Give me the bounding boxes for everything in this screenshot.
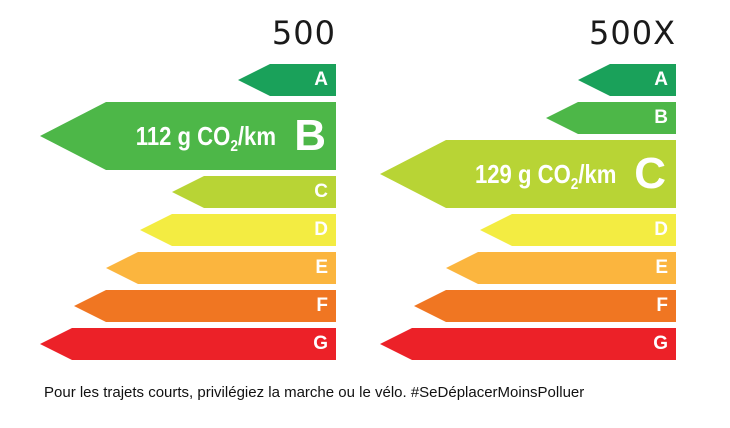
emission-value: 112 g CO2/km: [136, 102, 276, 170]
energy-label-500: 500 A 112 g CO2/km B C D E F G: [0, 0, 340, 370]
rating-letter-f: F: [316, 295, 328, 316]
rating-bar-e: E: [106, 252, 336, 284]
rating-letter-f: F: [656, 295, 668, 316]
emission-suffix: /km: [237, 121, 276, 151]
rating-letter-c: C: [314, 181, 328, 202]
emission-subscript: 2: [230, 138, 238, 155]
rating-letter-e: E: [315, 257, 328, 278]
rating-bar-b: 112 g CO2/km B: [40, 102, 336, 170]
rating-letter-g: G: [653, 333, 668, 354]
emission-prefix: 112 g CO: [135, 121, 231, 151]
rating-letter-b: B: [294, 111, 326, 160]
emission-suffix: /km: [577, 159, 616, 189]
rating-letter-e: E: [655, 257, 668, 278]
rating-bar-f: F: [414, 290, 676, 322]
rating-bar-a: A: [578, 64, 676, 96]
rating-bar-e: E: [446, 252, 676, 284]
rating-bar-g: G: [40, 328, 336, 360]
rating-bar-a: A: [238, 64, 336, 96]
rating-letter-a: A: [314, 69, 328, 90]
rating-letter-d: D: [314, 219, 328, 240]
rating-bar-c: 129 g CO2/km C: [380, 140, 676, 208]
emission-value: 129 g CO2/km: [475, 140, 616, 208]
rating-letter-c: C: [634, 149, 666, 198]
rating-bar-d: D: [140, 214, 336, 246]
rating-bar-c: C: [172, 176, 336, 208]
footer-text: Pour les trajets courts, privilégiez la …: [44, 384, 585, 401]
rating-letter-b: B: [654, 107, 668, 128]
rating-bar-d: D: [480, 214, 676, 246]
rating-letter-a: A: [654, 69, 668, 90]
model-title: 500: [271, 14, 336, 52]
rating-bar-f: F: [74, 290, 336, 322]
rating-bar-b: B: [546, 102, 676, 134]
model-title: 500X: [589, 14, 676, 52]
energy-label-500x: 500X A B 129 g CO2/km C D E F G: [340, 0, 680, 370]
rating-letter-g: G: [313, 333, 328, 354]
rating-bar-g: G: [380, 328, 676, 360]
rating-letter-d: D: [654, 219, 668, 240]
emission-prefix: 129 g CO: [474, 159, 571, 189]
emission-subscript: 2: [570, 176, 578, 193]
